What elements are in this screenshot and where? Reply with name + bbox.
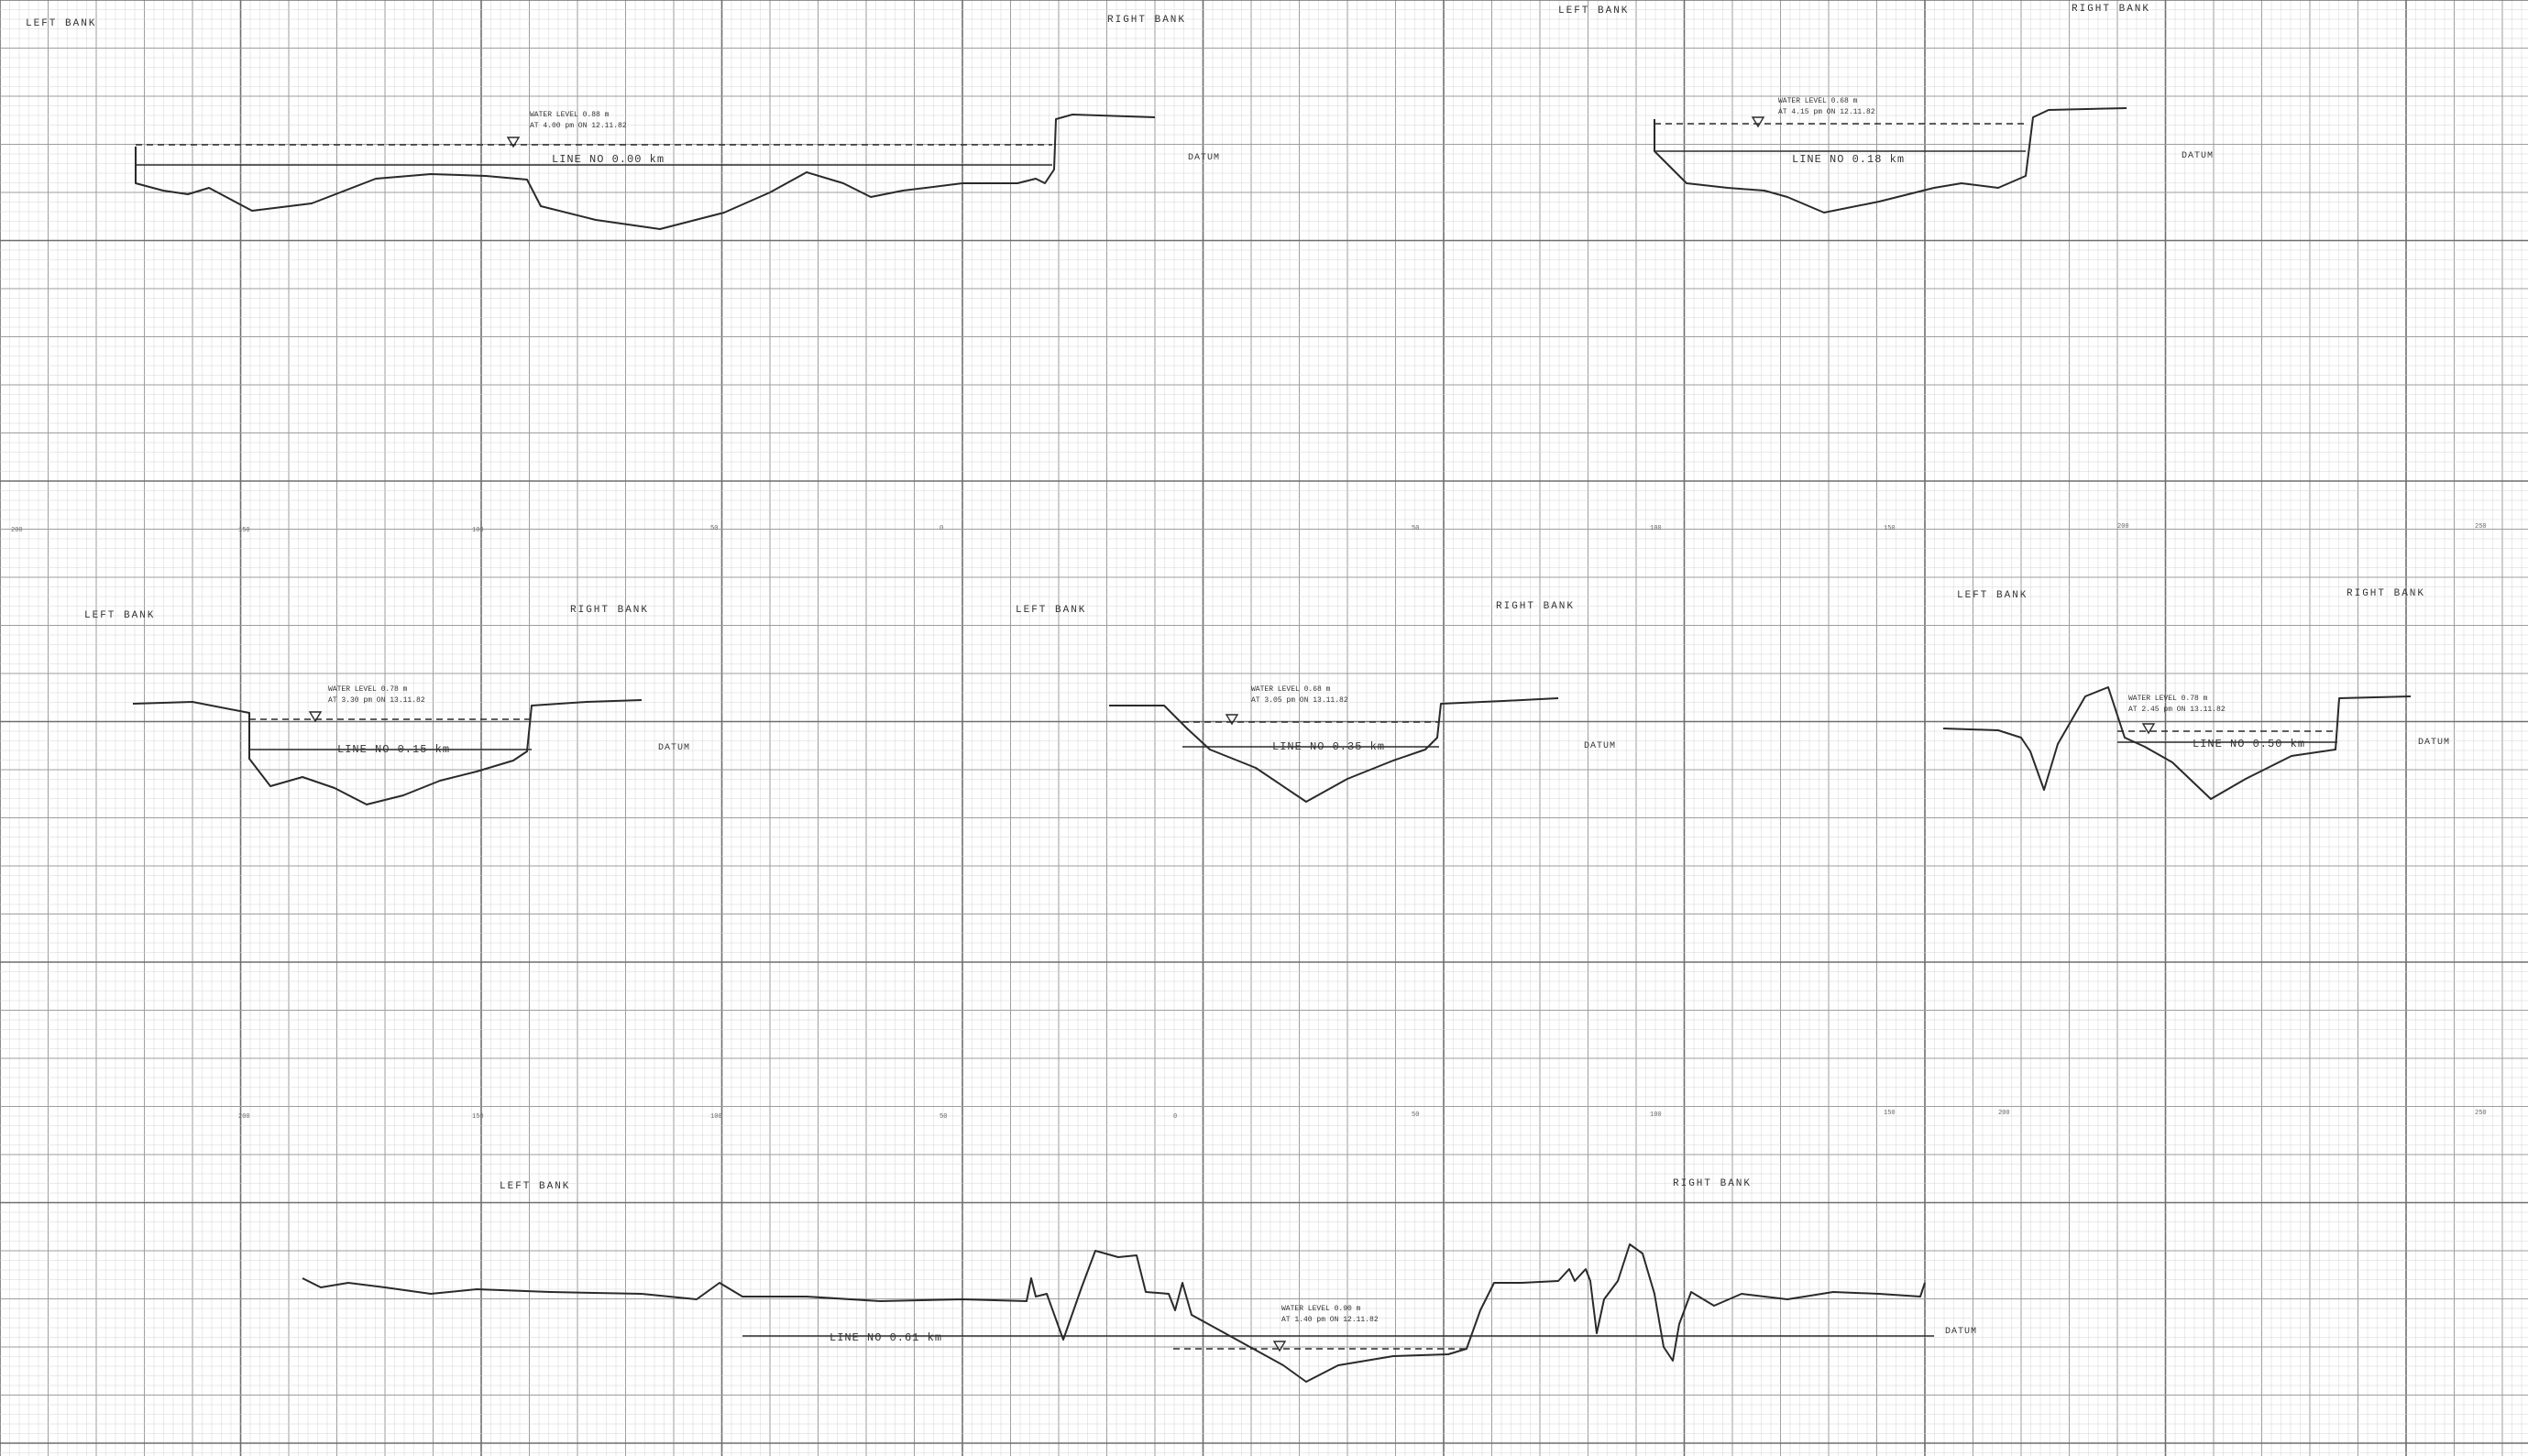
line-number-label: LINE NO 0.15 km	[337, 743, 450, 756]
water-level-time-label: AT 3.05 pm ON 13.11.82	[1251, 696, 1348, 705]
scale-label: 150	[238, 527, 250, 534]
left-bank-label: LEFT BANK	[500, 1181, 570, 1192]
left-bank-label: LEFT BANK	[84, 610, 155, 621]
scale-label: 200	[2117, 523, 2129, 531]
line-number-label: LINE NO 0.35 km	[1272, 740, 1385, 753]
line-number-label: LINE NO 0.50 km	[2193, 738, 2305, 750]
datum-label: DATUM	[1945, 1327, 1977, 1337]
left-bank-label: LEFT BANK	[26, 18, 96, 29]
scale-label: 250	[2475, 1110, 2487, 1117]
water-level-label: WATER LEVEL 0.68 m	[1251, 685, 1331, 694]
datum-label: DATUM	[1188, 153, 1220, 163]
right-bank-label: RIGHT BANK	[2347, 588, 2425, 599]
right-bank-label: RIGHT BANK	[1496, 601, 1575, 612]
scale-label: 0	[940, 525, 943, 532]
scale-label: 200	[1998, 1110, 2010, 1117]
cross-section-profile-1: LEFT BANK RIGHT BANK WATER LEVEL 0.88 m …	[26, 15, 1220, 230]
scale-label: 100	[1650, 525, 1662, 532]
cross-section-profile-6: LEFT BANK RIGHT BANK WATER LEVEL 0.90 m …	[302, 1178, 1977, 1383]
water-level-time-label: AT 4.00 pm ON 12.11.82	[530, 122, 627, 130]
scale-label: 200	[238, 1113, 250, 1121]
scale-label: 0	[1173, 1113, 1177, 1121]
scale-label: 100	[472, 527, 484, 534]
water-level-symbol-icon	[1225, 714, 1239, 726]
water-level-label: WATER LEVEL 0.90 m	[1281, 1305, 1361, 1313]
right-bank-label: RIGHT BANK	[570, 605, 649, 616]
horizontal-scale-row-2: 200 150 100 50 0 50 100 150 200 250	[238, 1110, 2487, 1121]
water-level-symbol-icon	[506, 137, 521, 148]
water-level-label: WATER LEVEL 0.78 m	[328, 685, 408, 694]
water-level-label: WATER LEVEL 0.88 m	[530, 111, 610, 119]
water-level-symbol-icon	[2141, 723, 2156, 735]
datum-label: DATUM	[2182, 151, 2214, 161]
scale-label: 50	[1412, 525, 1419, 532]
water-level-label: WATER LEVEL 0.78 m	[2128, 695, 2208, 703]
right-bank-label: RIGHT BANK	[2072, 4, 2150, 15]
datum-label: DATUM	[2418, 738, 2450, 748]
water-level-label: WATER LEVEL 0.68 m	[1778, 97, 1858, 105]
left-bank-label: LEFT BANK	[1957, 590, 2028, 601]
datum-label: DATUM	[658, 743, 690, 753]
bed-profile-line	[132, 699, 643, 805]
bed-profile-line	[135, 114, 1156, 230]
scale-label: 100	[1650, 1111, 1662, 1119]
right-bank-label: RIGHT BANK	[1107, 15, 1186, 26]
scale-label: 50	[940, 1113, 947, 1121]
line-number-label: LINE NO 0.18 km	[1792, 153, 1905, 166]
water-level-symbol-icon	[1272, 1341, 1287, 1352]
scale-label: 50	[1412, 1111, 1419, 1119]
scale-label: 200	[11, 527, 23, 534]
bed-profile-line	[302, 1243, 1926, 1383]
scale-label: 150	[1884, 1110, 1896, 1117]
cross-section-profile-4: LEFT BANK RIGHT BANK WATER LEVEL 0.68 m …	[1016, 601, 1616, 803]
datum-label: DATUM	[1584, 741, 1616, 751]
horizontal-scale-row-1: 200 150 100 50 0 50 100 150 200 250	[11, 523, 2487, 534]
bed-profile-line	[1654, 107, 2127, 213]
water-level-time-label: AT 4.15 pm ON 12.11.82	[1778, 108, 1875, 116]
scale-label: 250	[2475, 523, 2487, 531]
right-bank-label: RIGHT BANK	[1673, 1178, 1752, 1189]
scale-label: 150	[472, 1113, 484, 1121]
cross-section-profile-5: LEFT BANK RIGHT BANK WATER LEVEL 0.78 m …	[1942, 588, 2450, 800]
scale-label: 100	[710, 1113, 722, 1121]
bed-profile-line	[1942, 686, 2412, 800]
water-level-symbol-icon	[1751, 116, 1765, 128]
scale-label: 50	[710, 525, 718, 532]
water-level-time-label: AT 3.30 pm ON 13.11.82	[328, 696, 425, 705]
line-number-label: LINE NO 0.61 km	[830, 1331, 942, 1344]
cross-section-profile-2: LEFT BANK RIGHT BANK WATER LEVEL 0.68 m …	[1558, 4, 2214, 213]
water-level-time-label: AT 1.40 pm ON 12.11.82	[1281, 1316, 1379, 1324]
water-level-symbol-icon	[308, 711, 323, 723]
bed-profile-line	[1109, 697, 1559, 803]
line-number-label: LINE NO 0.00 km	[552, 153, 665, 166]
scale-label: 150	[1884, 525, 1896, 532]
left-bank-label: LEFT BANK	[1016, 605, 1086, 616]
water-level-time-label: AT 2.45 pm ON 13.11.82	[2128, 706, 2226, 714]
cross-section-profile-3: LEFT BANK RIGHT BANK WATER LEVEL 0.78 m …	[84, 605, 690, 805]
left-bank-label: LEFT BANK	[1558, 5, 1629, 16]
